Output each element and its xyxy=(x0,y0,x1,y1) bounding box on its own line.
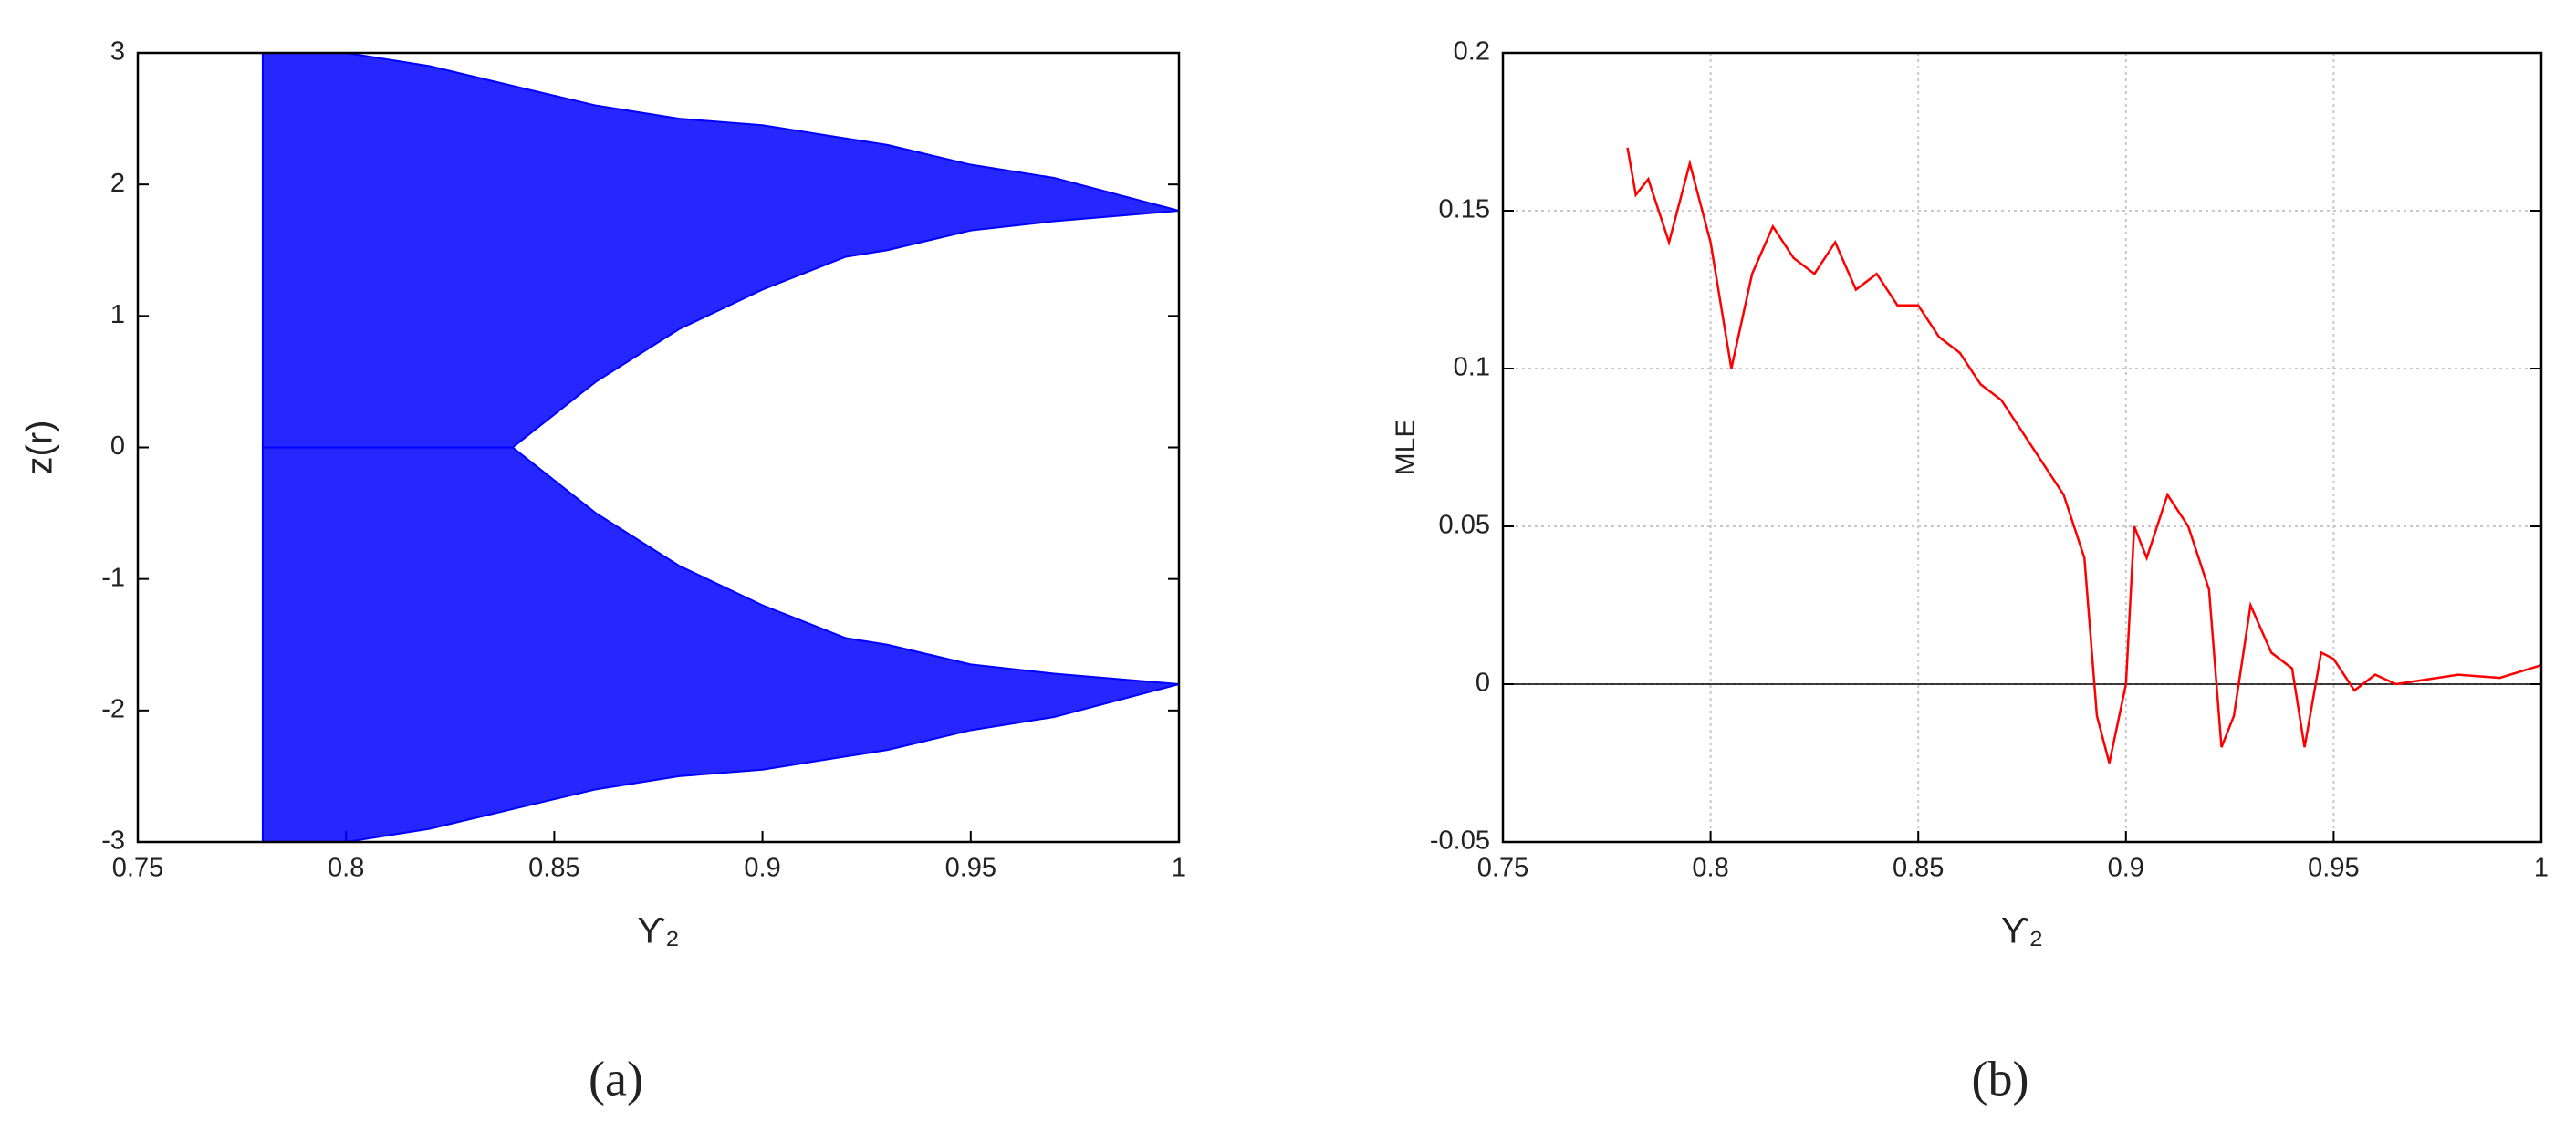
plot-area xyxy=(1503,53,2541,842)
x-tick-label: 0.95 xyxy=(2308,854,2359,883)
line xyxy=(1626,147,2542,764)
y-tick-label: -3 xyxy=(101,826,125,856)
y-tick-label: 0.1 xyxy=(1454,353,1490,382)
axes-box xyxy=(1501,51,2543,844)
panel: 0.75 0.8 0.85 0.9 0.95 1 -3 -2 -1 0 1 2 3 ϒ₂ z(r) (a) xyxy=(20,37,1187,1107)
y-tick-label: 0.15 xyxy=(1439,195,1490,224)
y-tick-label: 0 xyxy=(110,431,125,461)
y-tick-label: 3 xyxy=(110,37,125,67)
x-tick-label: 1 xyxy=(1172,854,1186,883)
x-tick-label: 0.9 xyxy=(2108,854,2144,883)
x-tick-label: 0.8 xyxy=(328,854,364,883)
y-tick-label: 2 xyxy=(110,169,125,198)
y-axis-label: MLE xyxy=(1391,420,1421,476)
y-axis-label: z(r) xyxy=(20,421,60,475)
x-tick-label: 0.8 xyxy=(1692,854,1728,883)
x-tick-label: 0.75 xyxy=(112,854,163,883)
x-tick-label: 0.9 xyxy=(744,854,780,883)
y-tick-label: 1 xyxy=(110,300,125,329)
y-tick-label: -0.05 xyxy=(1430,826,1490,856)
caption: (b) xyxy=(1972,1051,2029,1106)
axes-box xyxy=(136,51,1181,844)
x-tick-label: 1 xyxy=(2534,854,2549,883)
y-tick-label: 0 xyxy=(1476,669,1490,698)
band xyxy=(261,446,1180,843)
y-tick-label: -2 xyxy=(101,694,125,723)
y-tick-label: -1 xyxy=(101,563,125,592)
y-tick-label: 0.05 xyxy=(1439,511,1490,540)
x-tick-label: 0.85 xyxy=(1893,854,1944,883)
x-tick-label: 0.95 xyxy=(945,854,996,883)
x-tick-label: 0.75 xyxy=(1477,854,1528,883)
x-tick-label: 0.85 xyxy=(528,854,579,883)
x-axis-label: ϒ₂ xyxy=(637,911,679,951)
caption: (a) xyxy=(589,1051,643,1106)
panel: 0.75 0.8 0.85 0.9 0.95 1 -0.05 0 0.05 0.1 0.15 0.2 ϒ… xyxy=(1391,37,2549,1107)
x-axis-label: ϒ₂ xyxy=(2001,911,2043,951)
y-tick-label: 0.2 xyxy=(1454,37,1490,67)
